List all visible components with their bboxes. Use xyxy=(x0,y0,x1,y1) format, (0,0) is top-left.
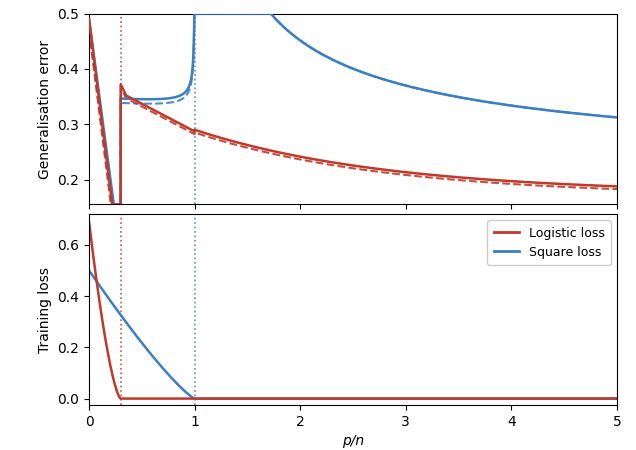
Logistic loss xyxy=(88,238,95,244)
Square loss xyxy=(613,396,621,401)
Square loss xyxy=(85,268,93,273)
Y-axis label: Training loss: Training loss xyxy=(38,266,52,352)
Y-axis label: Generalisation error: Generalisation error xyxy=(38,40,52,179)
Logistic loss xyxy=(613,396,621,401)
X-axis label: p/n: p/n xyxy=(342,434,364,448)
Square loss xyxy=(107,299,114,304)
Logistic loss xyxy=(585,396,593,401)
Square loss xyxy=(343,396,351,401)
Logistic loss xyxy=(343,396,351,401)
Logistic loss xyxy=(107,365,114,371)
Line: Logistic loss: Logistic loss xyxy=(89,222,617,399)
Square loss xyxy=(88,271,95,277)
Square loss xyxy=(117,312,125,318)
Logistic loss xyxy=(117,396,125,401)
Square loss xyxy=(585,396,593,401)
Legend: Logistic loss, Square loss: Logistic loss, Square loss xyxy=(487,220,611,265)
Square loss xyxy=(191,396,198,401)
Logistic loss xyxy=(85,219,93,225)
Line: Square loss: Square loss xyxy=(89,270,617,399)
Logistic loss xyxy=(189,396,197,401)
Square loss xyxy=(189,395,197,400)
Logistic loss xyxy=(117,396,125,401)
